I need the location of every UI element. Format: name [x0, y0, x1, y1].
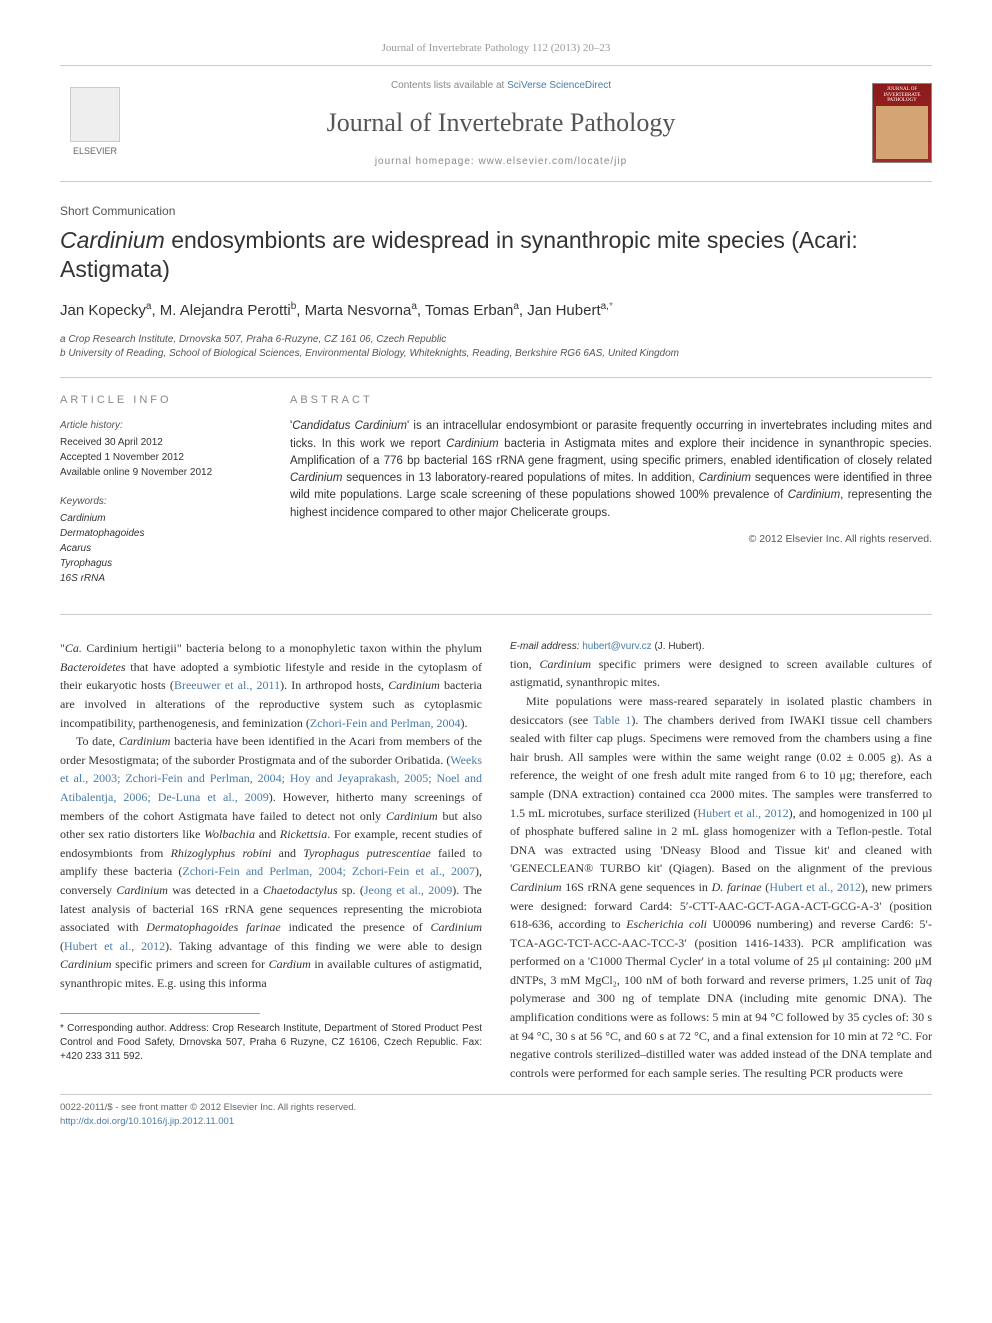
bottom-line: 0022-2011/$ - see front matter © 2012 El… — [60, 1094, 932, 1128]
citation-link[interactable]: Zchori-Fein and Perlman, 2004; Zchori-Fe… — [182, 864, 475, 878]
author-1[interactable]: Jan Kopecky — [60, 302, 146, 319]
email-line: E-mail address: hubert@vurv.cz (J. Huber… — [510, 639, 932, 655]
affiliations: a Crop Research Institute, Drnovska 507,… — [60, 333, 932, 361]
homepage-line: journal homepage: www.elsevier.com/locat… — [150, 154, 852, 169]
body-para-4: Mite populations were mass-reared separa… — [510, 692, 932, 1082]
publisher-logo[interactable]: ELSEVIER — [60, 83, 130, 163]
author-5-aff: a, — [601, 301, 609, 312]
author-2-aff: b — [291, 301, 297, 312]
author-1-aff: a — [146, 301, 152, 312]
article-type: Short Communication — [60, 202, 932, 220]
contents-prefix: Contents lists available at — [391, 80, 507, 91]
citation-link[interactable]: Hubert et al., 2012 — [698, 806, 789, 820]
citation-link[interactable]: Breeuwer et al., 2011 — [174, 678, 280, 692]
cover-image-area — [876, 106, 928, 160]
journal-title: Journal of Invertebrate Pathology — [150, 103, 852, 142]
masthead: ELSEVIER Contents lists available at Sci… — [60, 65, 932, 182]
keywords-list: CardiniumDermatophagoidesAcarusTyrophagu… — [60, 511, 260, 586]
abstract-heading: ABSTRACT — [290, 392, 932, 409]
keywords-block: Keywords: CardiniumDermatophagoidesAcaru… — [60, 494, 260, 586]
article-info: ARTICLE INFO Article history: Received 3… — [60, 392, 260, 601]
online-date: Available online 9 November 2012 — [60, 465, 260, 480]
body-para-1: "Ca. Cardinium hertigii" bacteria belong… — [60, 639, 482, 732]
citation-link[interactable]: Jeong et al., 2009 — [364, 883, 452, 897]
citation-link[interactable]: Zchori-Fein and Perlman, 2004 — [310, 716, 461, 730]
citation-link[interactable]: Table 1 — [593, 713, 631, 727]
keyword-item: Dermatophagoides — [60, 526, 260, 541]
keyword-item: 16S rRNA — [60, 571, 260, 586]
author-4[interactable]: Tomas Erban — [425, 302, 513, 319]
author-4-aff: a — [513, 301, 519, 312]
body-text: "Ca. Cardinium hertigii" bacteria belong… — [60, 639, 932, 1082]
citation-link[interactable]: Hubert et al., 2012 — [64, 939, 165, 953]
authors-line: Jan Kopeckya, M. Alejandra Perottib, Mar… — [60, 299, 932, 323]
journal-cover-thumbnail[interactable]: JOURNAL OF INVERTEBRATE PATHOLOGY — [872, 83, 932, 163]
author-2[interactable]: M. Alejandra Perotti — [160, 302, 291, 319]
contents-line: Contents lists available at SciVerse Sci… — [150, 78, 852, 93]
author-3-aff: a — [411, 301, 417, 312]
publisher-name: ELSEVIER — [73, 145, 117, 159]
info-abstract-row: ARTICLE INFO Article history: Received 3… — [60, 377, 932, 616]
abstract-column: ABSTRACT 'Candidatus Cardinium' is an in… — [290, 392, 932, 601]
citation-link[interactable]: Hubert et al., 2012 — [769, 880, 861, 894]
keyword-item: Tyrophagus — [60, 556, 260, 571]
masthead-center: Contents lists available at SciVerse Sci… — [150, 78, 852, 169]
article-history: Article history: Received 30 April 2012 … — [60, 418, 260, 480]
title-italic-1: Cardinium — [60, 227, 165, 253]
author-5[interactable]: Jan Hubert — [527, 302, 600, 319]
abstract-copyright: © 2012 Elsevier Inc. All rights reserved… — [290, 532, 932, 548]
cover-label-3: PATHOLOGY — [876, 98, 928, 104]
affiliation-a: a Crop Research Institute, Drnovska 507,… — [60, 333, 932, 347]
footnote-separator — [60, 1013, 260, 1022]
corresponding-author-note: * Corresponding author. Address: Crop Re… — [60, 1022, 482, 1064]
accepted-date: Accepted 1 November 2012 — [60, 450, 260, 465]
received-date: Received 30 April 2012 — [60, 435, 260, 450]
corresponding-author-link[interactable]: * — [609, 302, 613, 319]
abstract-text: 'Candidatus Cardinium' is an intracellul… — [290, 418, 932, 522]
author-3[interactable]: Marta Nesvorna — [305, 302, 412, 319]
email-suffix: (J. Hubert). — [652, 641, 705, 652]
elsevier-tree-icon — [70, 87, 120, 142]
homepage-prefix: journal homepage: — [375, 156, 479, 167]
issn-line: 0022-2011/$ - see front matter © 2012 El… — [60, 1101, 932, 1114]
history-label: Article history: — [60, 418, 260, 433]
body-para-2: To date, Cardinium bacteria have been id… — [60, 732, 482, 992]
title-rest: endosymbionts are widespread in synanthr… — [60, 227, 858, 283]
body-para-3: tion, Cardinium specific primers were de… — [510, 655, 932, 692]
journal-reference: Journal of Invertebrate Pathology 112 (2… — [60, 40, 932, 57]
keywords-label: Keywords: — [60, 494, 260, 509]
affiliation-b: b University of Reading, School of Biolo… — [60, 347, 932, 361]
homepage-url[interactable]: www.elsevier.com/locate/jip — [478, 156, 627, 167]
article-title: Cardinium endosymbionts are widespread i… — [60, 226, 932, 286]
email-link[interactable]: hubert@vurv.cz — [582, 641, 651, 652]
keyword-item: Acarus — [60, 541, 260, 556]
info-heading: ARTICLE INFO — [60, 392, 260, 409]
email-label: E-mail address: — [510, 641, 579, 652]
keyword-item: Cardinium — [60, 511, 260, 526]
sciencedirect-link[interactable]: SciVerse ScienceDirect — [507, 80, 611, 91]
doi-link[interactable]: http://dx.doi.org/10.1016/j.jip.2012.11.… — [60, 1116, 234, 1127]
